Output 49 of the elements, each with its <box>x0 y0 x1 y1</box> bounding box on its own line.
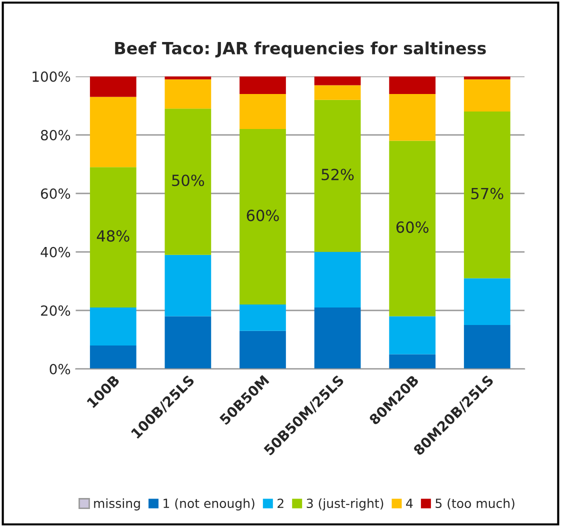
legend-label: missing <box>94 498 140 510</box>
bar <box>464 79 510 112</box>
y-tick-label: 0% <box>50 364 70 374</box>
bar <box>90 307 136 346</box>
bar <box>240 76 286 94</box>
bar <box>164 254 212 316</box>
bar <box>240 94 286 130</box>
data-label: 60% <box>246 210 279 222</box>
bar <box>90 96 136 168</box>
legend-label: 3 (just-right) <box>306 498 384 510</box>
bar <box>164 108 212 255</box>
bar <box>90 76 136 97</box>
bar <box>389 94 436 141</box>
data-label: 60% <box>396 221 428 233</box>
bar <box>389 316 436 354</box>
bar <box>164 316 212 369</box>
y-tick-label: 40% <box>40 246 70 258</box>
bar <box>464 325 510 369</box>
y-tick-label: 20% <box>41 305 70 316</box>
bar <box>464 278 510 326</box>
chart-title: Beef Taco: JAR frequencies for saltiness <box>115 42 486 58</box>
bar <box>464 76 510 80</box>
bar <box>389 354 436 369</box>
bar <box>389 140 436 316</box>
legend-label: 4 <box>406 498 413 508</box>
legend-label: 2 <box>278 498 284 508</box>
data-label: 57% <box>471 188 504 200</box>
y-tick-label: 80% <box>40 130 70 140</box>
bar <box>240 304 286 331</box>
bar <box>90 167 136 308</box>
legend-label: 5 (too much) <box>436 498 514 510</box>
legend-label: 1 (not enough) <box>164 498 254 510</box>
bar <box>164 76 212 80</box>
y-tick-label: 100% <box>32 71 70 82</box>
bar <box>314 252 361 308</box>
data-label: 52% <box>322 168 354 180</box>
bar <box>314 100 361 252</box>
bar <box>240 330 286 369</box>
data-label: 50% <box>172 174 204 186</box>
bar <box>314 307 361 369</box>
y-tick-label: 60% <box>40 188 70 199</box>
bar <box>314 85 361 100</box>
bar <box>240 129 286 305</box>
bar <box>464 112 510 278</box>
bar <box>164 79 212 109</box>
data-label: 48% <box>96 230 130 242</box>
bar <box>389 76 436 94</box>
bar <box>314 76 361 86</box>
bar <box>90 346 136 369</box>
